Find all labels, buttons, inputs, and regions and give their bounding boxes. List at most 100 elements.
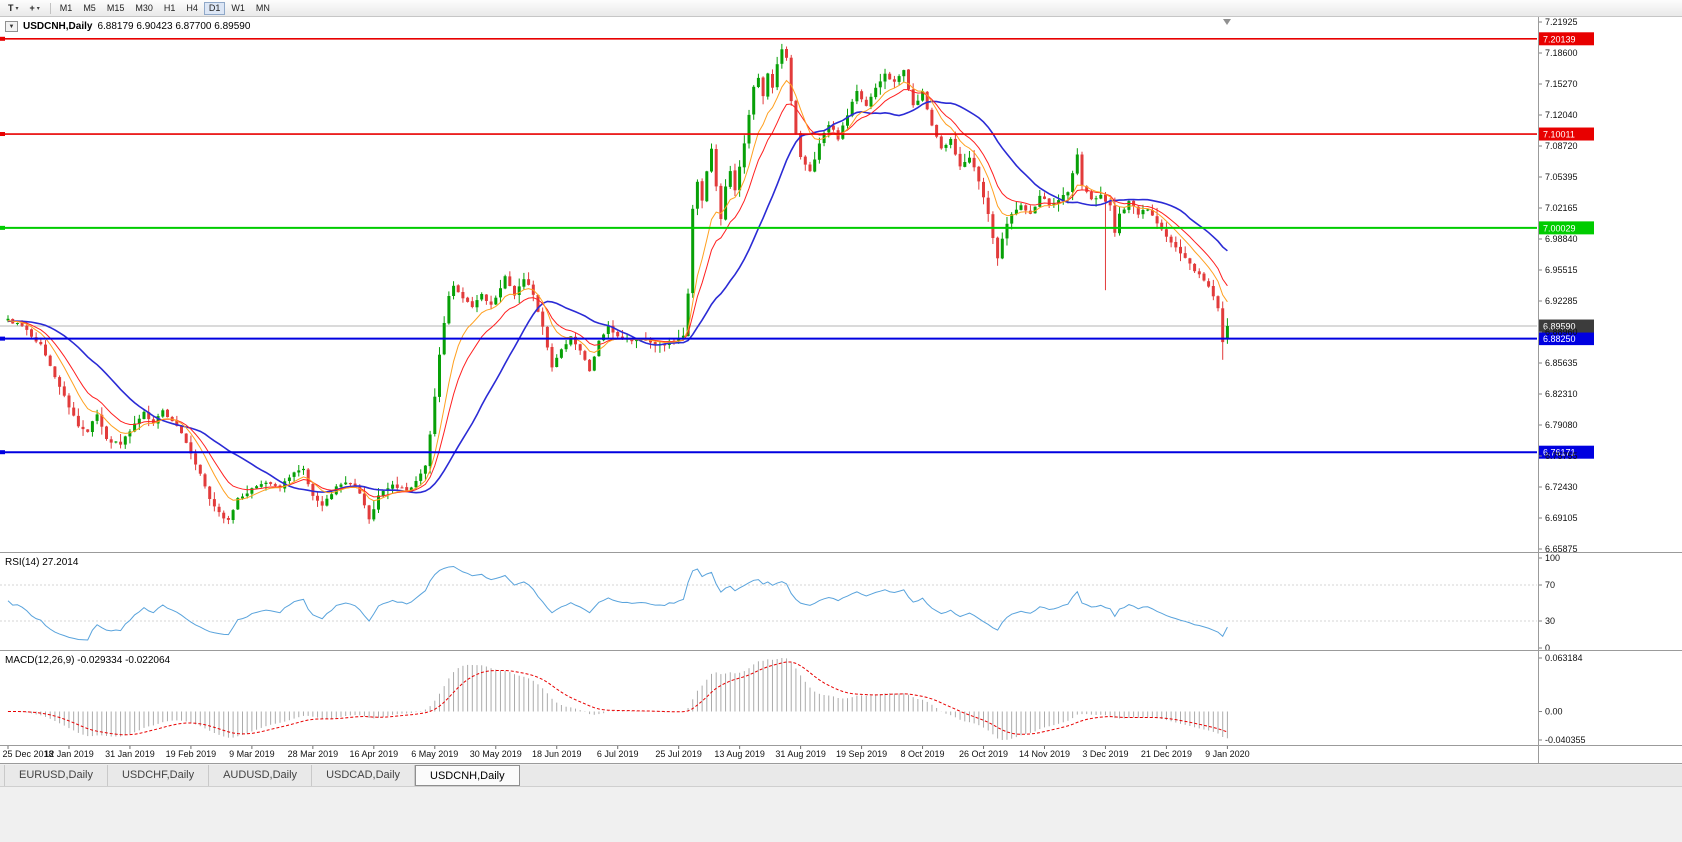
- chart-background: [0, 17, 1682, 764]
- date-axis-label: 6 Jul 2019: [597, 749, 639, 759]
- level-left-marker: [0, 225, 5, 230]
- timeframe-button-m15[interactable]: M15: [106, 3, 125, 13]
- price-axis-tick-label: 6.95515: [1545, 265, 1578, 275]
- timeframe-button-m30[interactable]: M30: [135, 3, 153, 13]
- rsi-axis-tick-label: 70: [1545, 580, 1555, 590]
- rsi-axis-tick-label: 30: [1545, 616, 1555, 626]
- date-axis-label: 31 Aug 2019: [775, 749, 826, 759]
- chart-ohlc-values: 6.88179 6.90423 6.87700 6.89590: [97, 21, 251, 32]
- macd-indicator-label: MACD(12,26,9) -0.029334 -0.022064: [5, 655, 171, 666]
- date-axis-label: 6 May 2019: [411, 749, 458, 759]
- macd-signal-line: [7, 661, 1228, 736]
- templates-button-label: T: [8, 3, 14, 13]
- date-axis-label: 25 Jul 2019: [655, 749, 702, 759]
- price-axis-tick-label: 7.15270: [1545, 79, 1578, 89]
- price-axis-tick-label: 6.72430: [1545, 482, 1578, 492]
- price-level-badge-label: 6.88250: [1543, 334, 1576, 344]
- date-axis-label: 30 May 2019: [470, 749, 522, 759]
- cursor-tool-button[interactable]: + ▾: [25, 2, 45, 15]
- date-axis-label: 14 Nov 2019: [1019, 749, 1070, 759]
- macd-axis-tick-label: 0.00: [1545, 707, 1563, 717]
- caret-down-icon: ▾: [36, 5, 40, 12]
- date-axis-label: 18 Jun 2019: [532, 749, 582, 759]
- price-level-badge: [1539, 32, 1594, 46]
- date-axis-label: 19 Sep 2019: [836, 749, 887, 759]
- chart-tab-usdcad[interactable]: USDCAD,Daily: [312, 765, 416, 786]
- chart-tab-usdcnh[interactable]: USDCNH,Daily: [415, 765, 520, 786]
- price-axis-tick-label: 6.92285: [1545, 296, 1578, 306]
- price-level-badge: [1539, 221, 1594, 235]
- ma-slow-line: [7, 100, 1228, 494]
- price-axis-tick-label: 6.75755: [1545, 451, 1578, 461]
- current-price-badge-label: 6.89590: [1543, 322, 1576, 332]
- toolbar-separator: [49, 2, 51, 14]
- timeframe-button-d1[interactable]: D1: [203, 1, 226, 15]
- macd-axis-tick-label: -0.040355: [1545, 735, 1586, 745]
- date-axis-label: 31 Jan 2019: [105, 749, 155, 759]
- timeframe-button-m1[interactable]: M1: [59, 3, 73, 13]
- price-axis-tick-label: 6.69105: [1545, 513, 1578, 523]
- price-axis-tick-label: 7.02165: [1545, 203, 1578, 213]
- timeframe-button-mn[interactable]: MN: [255, 3, 270, 13]
- date-axis-label: 26 Oct 2019: [959, 749, 1008, 759]
- chart-tab-usdchf[interactable]: USDCHF,Daily: [108, 765, 210, 786]
- price-axis-tick-label: 7.21925: [1545, 17, 1578, 27]
- price-axis-tick-label: 6.82310: [1545, 389, 1578, 399]
- price-level-badge-label: 6.76171: [1543, 448, 1576, 458]
- date-axis-label: 25 Dec 2018: [2, 749, 53, 759]
- crosshair-icon: +: [29, 3, 35, 13]
- caret-down-icon: ▾: [15, 5, 19, 12]
- chart-tab-eurusd[interactable]: EURUSD,Daily: [4, 765, 108, 786]
- price-level-badge-label: 7.00029: [1543, 223, 1576, 233]
- shift-marker-icon[interactable]: [1223, 19, 1231, 25]
- date-axis-label: 28 Mar 2019: [288, 749, 339, 759]
- date-axis-label: 8 Oct 2019: [901, 749, 945, 759]
- rsi-line: [7, 565, 1228, 641]
- date-axis-label: 9 Jan 2020: [1205, 749, 1250, 759]
- price-chart-canvas[interactable]: 7.20139 7.10011 7.00029 6.88250 6.76171 6.895…: [0, 0, 1682, 764]
- price-axis-tick-label: 6.85635: [1545, 358, 1578, 368]
- symbol-dropdown-button[interactable]: ▼: [5, 21, 18, 32]
- level-left-marker: [0, 336, 5, 341]
- price-axis-tick-label: 7.18600: [1545, 48, 1578, 58]
- date-axis-label: 12 Jan 2019: [44, 749, 94, 759]
- date-axis-label: 21 Dec 2019: [1141, 749, 1192, 759]
- chart-tab-audusd[interactable]: AUDUSD,Daily: [209, 765, 313, 786]
- timeframe-button-m5[interactable]: M5: [83, 3, 96, 13]
- price-level-badge-label: 7.10011: [1543, 130, 1575, 140]
- chart-tab-bar: EURUSD,Daily USDCHF,Daily AUDUSD,Daily USDC…: [0, 765, 1682, 787]
- price-axis-tick-label: 7.12040: [1545, 110, 1578, 120]
- date-axis-label: 16 Apr 2019: [350, 749, 399, 759]
- window-bottom-area: [0, 787, 1682, 842]
- price-axis-tick-label: 6.65875: [1545, 544, 1578, 554]
- date-axis-label: 19 Feb 2019: [166, 749, 217, 759]
- price-level-badge: [1539, 445, 1594, 459]
- price-axis-tick-label: 7.08720: [1545, 141, 1578, 151]
- price-axis-tick-label: 6.88960: [1545, 327, 1578, 337]
- templates-button[interactable]: T ▾: [3, 2, 24, 15]
- current-price-badge: [1539, 319, 1594, 333]
- macd-axis-tick-label: 0.063184: [1545, 653, 1583, 663]
- timeframe-button-h4[interactable]: H4: [186, 3, 198, 13]
- timeframe-button-h1[interactable]: H1: [163, 3, 176, 13]
- chart-symbol-label: USDCNH,Daily: [23, 21, 93, 32]
- rsi-axis-tick-label: 100: [1545, 553, 1560, 563]
- timeframe-button-w1[interactable]: W1: [231, 3, 245, 13]
- date-axis-label: 13 Aug 2019: [714, 749, 765, 759]
- rsi-indicator-label: RSI(14) 27.2014: [5, 557, 79, 568]
- chart-header: ▼ USDCNH,Daily 6.88179 6.90423 6.87700 6…: [5, 21, 250, 32]
- toolbar: T ▾ + ▾ M1 M5 M15 M30 H1 H4 D1 W1 MN: [0, 0, 1682, 17]
- candles-layer: [6, 43, 1229, 525]
- price-level-badge: [1539, 127, 1594, 141]
- level-left-marker: [0, 450, 5, 455]
- price-level-badge-label: 7.20139: [1543, 34, 1576, 44]
- macd-histogram: [7, 658, 1228, 740]
- level-left-marker: [0, 132, 5, 137]
- level-left-marker: [0, 36, 5, 41]
- rsi-axis-tick-label: 0: [1545, 643, 1550, 653]
- price-level-badge: [1539, 332, 1594, 346]
- price-axis-tick-label: 7.05395: [1545, 172, 1578, 182]
- date-axis-label: 3 Dec 2019: [1082, 749, 1128, 759]
- price-axis-tick-label: 6.79080: [1545, 420, 1578, 430]
- date-axis-label: 9 Mar 2019: [229, 749, 275, 759]
